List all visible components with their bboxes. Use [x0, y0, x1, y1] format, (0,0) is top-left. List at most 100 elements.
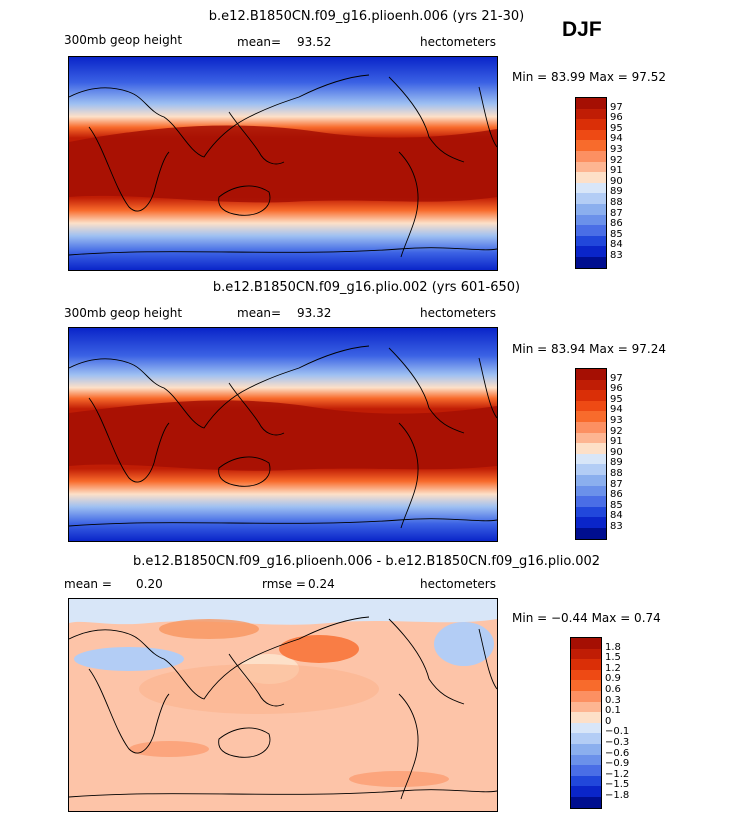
panel-3-map: [68, 598, 498, 812]
colorbar-swatch: [576, 517, 606, 529]
panel-1-mean-label: mean=: [237, 35, 282, 49]
colorbar-swatch: [576, 390, 606, 402]
colorbar-label: 0.3: [605, 694, 621, 706]
colorbar-swatch: [576, 193, 606, 205]
colorbar-label: 94: [610, 404, 623, 416]
colorbar-label: 90: [610, 446, 623, 458]
colorbar-swatch: [576, 528, 606, 540]
colorbar-label: 0.1: [605, 705, 621, 717]
colorbar-label: 83: [610, 521, 623, 532]
colorbar-label: 89: [610, 457, 623, 469]
colorbar-label: 91: [610, 165, 623, 177]
panel-2-map: [68, 327, 498, 542]
panel-2-title: b.e12.B1850CN.f09_g16.plio.002 (yrs 601-…: [212, 280, 521, 295]
colorbar-swatch: [576, 108, 606, 120]
colorbar-swatch: [571, 669, 601, 681]
colorbar-swatch: [571, 712, 601, 724]
colorbar-box: [575, 97, 607, 269]
panel-1-map: [68, 56, 498, 271]
panel-2-minmax: Min = 83.94 Max = 97.24: [512, 342, 666, 356]
colorbar-box: [575, 368, 607, 540]
colorbar-label: 86: [610, 218, 623, 230]
panel-3-colorbar: 1.8 1.5 1.2 0.9 0.6 0.3 0.1 0 −0.1 −0.3 −0.6 −0.9 −1…: [570, 637, 629, 809]
colorbar-label: 87: [610, 478, 623, 490]
panel-3-mean-value: 0.20: [136, 577, 163, 591]
panel-2-units: hectometers: [420, 306, 496, 320]
colorbar-swatch: [571, 638, 601, 650]
colorbar-swatch: [576, 496, 606, 508]
colorbar-label: 0.6: [605, 684, 621, 695]
colorbar-swatch: [576, 119, 606, 131]
panel-3-units: hectometers: [420, 577, 496, 591]
colorbar-label: −0.9: [605, 758, 630, 770]
colorbar-label: 92: [610, 154, 623, 166]
colorbar-label: 86: [610, 489, 623, 501]
colorbar-label: 88: [610, 197, 623, 208]
colorbar-swatch: [576, 129, 606, 141]
panel-2-colorbar: 97 96 95 94 93 92 91 90 89 88 87 86 85 84 83: [575, 368, 623, 540]
colorbar-label: 96: [610, 383, 623, 395]
colorbar-label: 87: [610, 207, 623, 219]
colorbar-swatch: [576, 161, 606, 173]
colorbar-swatch: [576, 151, 606, 163]
colorbar-swatch: [576, 235, 606, 247]
colorbar-swatch: [576, 246, 606, 258]
colorbar-label: 89: [610, 186, 623, 198]
colorbar-swatch: [571, 786, 601, 798]
colorbar-swatch: [576, 453, 606, 465]
colorbar-label: 1.5: [605, 652, 621, 664]
colorbar-label: 85: [610, 228, 623, 240]
colorbar-label: 93: [610, 144, 623, 155]
colorbar-label: 90: [610, 175, 623, 187]
panel-1-mean-value: 93.52: [297, 35, 332, 49]
colorbar-swatch: [576, 443, 606, 455]
colorbar-box: [570, 637, 602, 809]
panel-2-mean-value: 93.32: [297, 306, 332, 320]
colorbar-swatch: [571, 797, 601, 809]
colorbar-label: 83: [610, 250, 623, 261]
colorbar-swatch: [576, 182, 606, 194]
colorbar-swatch: [571, 701, 601, 713]
panel-3-rmse-label: rmse =: [262, 577, 306, 591]
season-label: DJF: [562, 18, 602, 41]
colorbar-swatch: [571, 691, 601, 703]
panel-1-minmax: Min = 83.99 Max = 97.52: [512, 70, 666, 84]
colorbar-label: 1.8: [605, 641, 621, 653]
colorbar-label: 1.2: [605, 662, 621, 674]
colorbar-swatch: [576, 172, 606, 184]
colorbar-swatch: [571, 754, 601, 766]
colorbar-swatch: [576, 400, 606, 412]
colorbar-swatch: [576, 464, 606, 476]
colorbar-swatch: [571, 722, 601, 734]
colorbar-swatch: [571, 680, 601, 692]
colorbar-label: 95: [610, 393, 623, 405]
colorbar-label: 93: [610, 415, 623, 426]
colorbar-swatch: [576, 411, 606, 423]
colorbar-swatch: [576, 506, 606, 518]
panel-3-minmax: Min = −0.44 Max = 0.74: [512, 611, 661, 625]
panel-3-rmse-value: 0.24: [308, 577, 335, 591]
colorbar-label: 84: [610, 510, 623, 522]
colorbar-swatch: [576, 475, 606, 487]
colorbar-label: 91: [610, 436, 623, 448]
colorbar-swatch: [576, 204, 606, 216]
panel-1-units: hectometers: [420, 35, 496, 49]
colorbar-label: 84: [610, 239, 623, 251]
colorbar-swatch: [576, 379, 606, 391]
colorbar-label: 88: [610, 468, 623, 479]
colorbar-label: −0.3: [605, 737, 630, 748]
colorbar-swatch: [571, 733, 601, 745]
panel-1-variable-label: 300mb geop height: [64, 33, 183, 47]
panel-2-mean-label: mean=: [237, 306, 282, 320]
colorbar-swatch: [576, 140, 606, 152]
colorbar-label: 0.9: [605, 673, 621, 685]
colorbar-label: −0.1: [605, 726, 630, 738]
panel-1-title: b.e12.B1850CN.f09_g16.plioenh.006 (yrs 2…: [208, 9, 525, 24]
colorbar-label: 97: [610, 101, 623, 113]
colorbar-swatch: [576, 369, 606, 381]
colorbar-swatch: [571, 765, 601, 777]
colorbar-swatch: [576, 214, 606, 226]
colorbar-label: 92: [610, 425, 623, 437]
colorbar-label: 85: [610, 499, 623, 511]
colorbar-label: −1.5: [605, 779, 630, 791]
